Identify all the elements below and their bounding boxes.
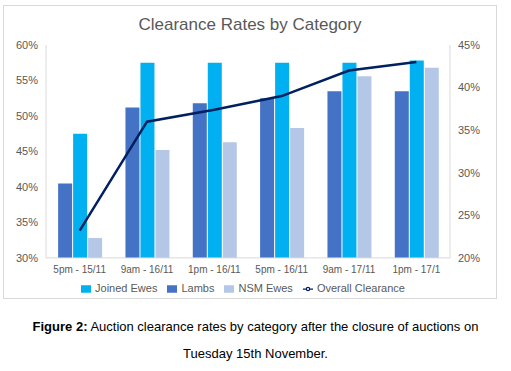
svg-text:25%: 25% — [458, 209, 480, 221]
svg-text:5pm - 16/11: 5pm - 16/11 — [255, 264, 308, 275]
svg-text:9am - 16/11: 9am - 16/11 — [121, 264, 174, 275]
svg-text:1pm - 17/1: 1pm - 17/1 — [392, 264, 440, 275]
svg-text:35%: 35% — [458, 124, 480, 136]
svg-text:60%: 60% — [16, 39, 38, 51]
svg-text:9am - 17/11: 9am - 17/11 — [323, 264, 376, 275]
svg-text:5pm - 15/11: 5pm - 15/11 — [53, 264, 106, 275]
svg-text:40%: 40% — [458, 81, 480, 93]
html-text:NSM Ewes: NSM Ewes — [238, 281, 293, 294]
svg-text:20%: 20% — [458, 252, 480, 264]
svg-text:30%: 30% — [458, 167, 480, 179]
svg-text:40%: 40% — [16, 181, 38, 193]
svg-text:35%: 35% — [16, 216, 38, 228]
svg-text:55%: 55% — [16, 74, 38, 86]
html-text:Joined Ewes: Joined Ewes — [95, 281, 158, 294]
svg-text:45%: 45% — [458, 39, 480, 51]
html-text:Figure 2: Auction clearance ra: Figure 2: Auction clearance rates by cat… — [32, 319, 479, 361]
html-text:Lambs: Lambs — [181, 281, 215, 294]
html-text:Clearance Rates by Category: Clearance Rates by Category — [138, 15, 362, 34]
svg-text:30%: 30% — [16, 252, 38, 264]
svg-text:1pm - 16/11: 1pm - 16/11 — [188, 264, 241, 275]
html-text:Overall Clearance: Overall Clearance — [316, 281, 405, 294]
svg-text:45%: 45% — [16, 145, 38, 157]
svg-text:50%: 50% — [16, 110, 38, 122]
